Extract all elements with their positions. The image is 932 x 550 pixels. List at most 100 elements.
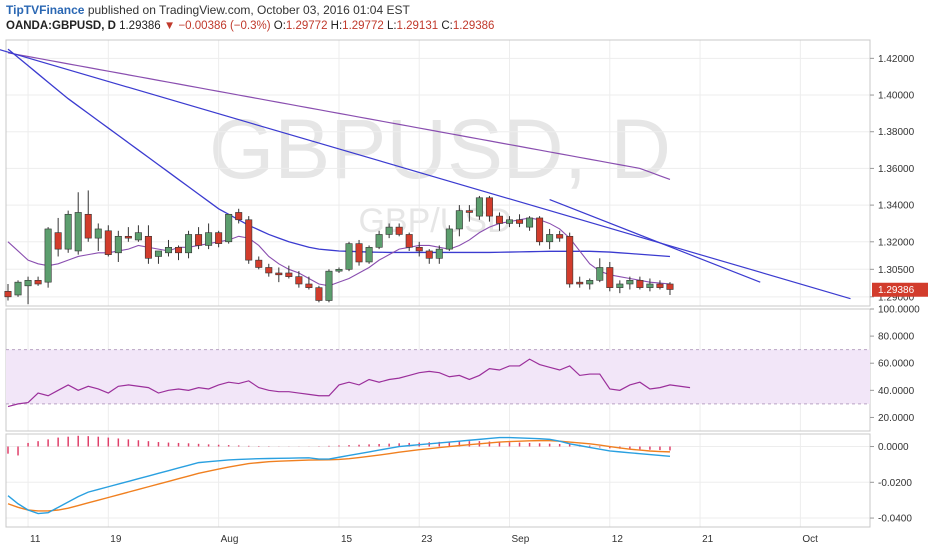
candle <box>626 276 634 290</box>
price-tick-label: 1.38000 <box>878 127 915 138</box>
candle <box>175 245 183 261</box>
candle-body-up <box>164 246 172 254</box>
rsi-tick-label: 20.0000 <box>878 413 915 424</box>
price-tick-label: 1.42000 <box>878 54 915 65</box>
price-pane <box>0 48 851 305</box>
price-tick-label: 1.36000 <box>878 164 915 175</box>
candle <box>445 225 453 251</box>
macd-tick-label: -0.0400 <box>878 514 912 525</box>
candle <box>54 217 62 257</box>
low-value: 1.29131 <box>396 20 439 32</box>
candle <box>666 282 674 295</box>
candle-body-up <box>345 243 353 270</box>
candle <box>415 241 423 257</box>
price-tick-label: 1.32000 <box>878 237 915 248</box>
watermark-symbol: GBPUSD, D <box>209 102 671 196</box>
ma-slow-line <box>7 52 671 180</box>
candle <box>255 256 263 270</box>
candle <box>124 227 132 242</box>
candle <box>84 190 92 242</box>
candle <box>305 276 313 290</box>
publish-text: published on TradingView.com, October 03… <box>87 3 410 17</box>
candle-body-up <box>64 213 72 250</box>
candle <box>385 223 393 239</box>
author-link[interactable]: TipTVFinance <box>6 3 85 17</box>
candle <box>44 227 52 288</box>
rsi-tick-label: 60.0000 <box>878 359 915 370</box>
candle <box>134 225 142 242</box>
price-change: −0.00386 (−0.3%) <box>178 20 271 32</box>
macd-tick-label: 0.0000 <box>878 442 909 453</box>
axes: 11 19 Aug 15 23 Sep 12 21 Oct 1.42000 1.40000 1.380… <box>30 54 928 545</box>
price-tick-label: 1.34000 <box>878 201 915 212</box>
candle <box>375 230 383 250</box>
rsi-line <box>7 358 691 408</box>
candle <box>225 213 233 244</box>
candle-body-down <box>144 235 152 259</box>
x-tick-label: 15 <box>341 534 353 545</box>
candle-body-up <box>546 234 554 243</box>
candle-body-up <box>325 270 333 301</box>
candle-body-up <box>596 267 604 281</box>
candle <box>566 232 574 288</box>
x-tick-label: Oct <box>802 534 818 545</box>
candle-body-down <box>195 234 203 246</box>
candle-body-up <box>225 213 233 243</box>
candle-body-down <box>235 212 243 221</box>
candle-body-down <box>265 267 273 274</box>
publish-info: TipTVFinance published on TradingView.co… <box>6 3 410 17</box>
candle <box>4 283 12 301</box>
candle-body-down <box>315 287 323 301</box>
candle <box>215 230 223 248</box>
candle <box>536 216 544 246</box>
candle <box>586 278 594 290</box>
candle <box>505 216 513 228</box>
candle-body-up <box>475 197 483 217</box>
candle-body-up <box>455 210 463 230</box>
candle-body-up <box>505 219 513 224</box>
rsi-tick-label: 80.0000 <box>878 332 915 343</box>
close-value: 1.29386 <box>452 20 495 32</box>
candle <box>144 225 152 264</box>
candle-body-up <box>445 228 453 250</box>
x-tick-label: 23 <box>421 534 433 545</box>
candle <box>495 212 503 231</box>
candle-body-down <box>84 213 92 239</box>
high-label: H: <box>330 20 343 32</box>
candle-body-down <box>4 291 12 298</box>
candle-body-up <box>385 226 393 235</box>
open-value: 1.29772 <box>285 20 328 32</box>
candle-body-up <box>154 250 162 257</box>
candle <box>355 239 363 266</box>
candle <box>24 276 32 305</box>
candle-body-down <box>175 246 183 254</box>
candle <box>606 261 614 292</box>
rsi-tick-label: 40.0000 <box>878 386 915 397</box>
candle-body-up <box>94 228 102 239</box>
candle-body-down <box>124 235 132 239</box>
candle-body-down <box>536 217 544 243</box>
candle-body-up <box>616 283 624 288</box>
candle-body-down <box>465 210 473 213</box>
candle <box>335 267 343 273</box>
candle-body-up <box>646 283 654 288</box>
candle-body-up <box>185 234 193 254</box>
candle <box>435 245 443 264</box>
rsi-tick-label: 100.0000 <box>878 305 920 316</box>
candle <box>154 250 162 264</box>
close-label: C: <box>441 20 453 32</box>
candle-body-down <box>495 215 503 224</box>
candle-body-down <box>566 235 574 285</box>
candle-body-down <box>485 197 493 217</box>
candle-body-down <box>285 272 293 277</box>
symbol-info: OANDA:GBPUSD, D 1.29386 ▼ −0.00386 (−0.3… <box>6 20 494 32</box>
candle-body-down <box>355 243 363 263</box>
trendline <box>549 199 761 283</box>
candle <box>656 280 664 290</box>
candle-body-down <box>606 267 614 288</box>
candle-body-up <box>14 281 22 296</box>
candle <box>34 276 42 286</box>
candle <box>185 230 193 259</box>
candle <box>245 216 253 264</box>
